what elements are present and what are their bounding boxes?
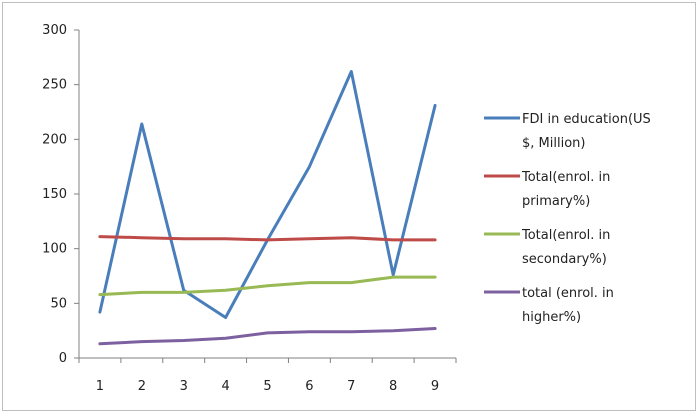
x-tick-label: 4: [221, 379, 229, 394]
series-line-2: [98, 235, 437, 242]
x-tick-label: 8: [389, 379, 397, 394]
series-line-3: [98, 275, 437, 297]
x-tick-label: 1: [96, 379, 104, 394]
y-tick-label: 100: [42, 242, 67, 257]
legend-label-3: Total(enrol. in: [521, 228, 610, 243]
x-tick-label: 5: [263, 379, 271, 394]
legend-label-2: primary%): [522, 194, 590, 209]
legend-label-4: higher%): [522, 310, 581, 325]
legend-label-1: $, Million): [522, 136, 585, 151]
chart-axes: 0 50 100 150 200 250 300 1 2 3 4 5 6 7 8 9: [42, 23, 457, 394]
y-tick-label: 200: [42, 132, 67, 147]
x-tick-label: 2: [138, 379, 146, 394]
legend-label-4: total (enrol. in: [522, 286, 614, 301]
y-tick-label: 50: [50, 296, 67, 311]
y-tick-label: 0: [59, 351, 67, 366]
y-tick-label: 250: [42, 78, 67, 93]
legend-label-3: secondary%): [522, 252, 607, 267]
series-line-1: [98, 70, 437, 319]
legend-label-1: FDI in education(US: [522, 112, 651, 127]
y-tick-label: 150: [42, 187, 67, 202]
y-tick-label: 300: [42, 23, 67, 38]
x-tick-label: 7: [347, 379, 355, 394]
legend-label-2: Total(enrol. in: [521, 170, 610, 185]
legend: FDI in education(US $, Million) Total(enro…: [484, 112, 651, 325]
series-layer: [98, 70, 437, 346]
x-tick-label: 6: [305, 379, 313, 394]
x-tick-label: 3: [180, 379, 188, 394]
x-tick-label: 9: [431, 379, 439, 394]
series-line-4: [98, 327, 437, 346]
